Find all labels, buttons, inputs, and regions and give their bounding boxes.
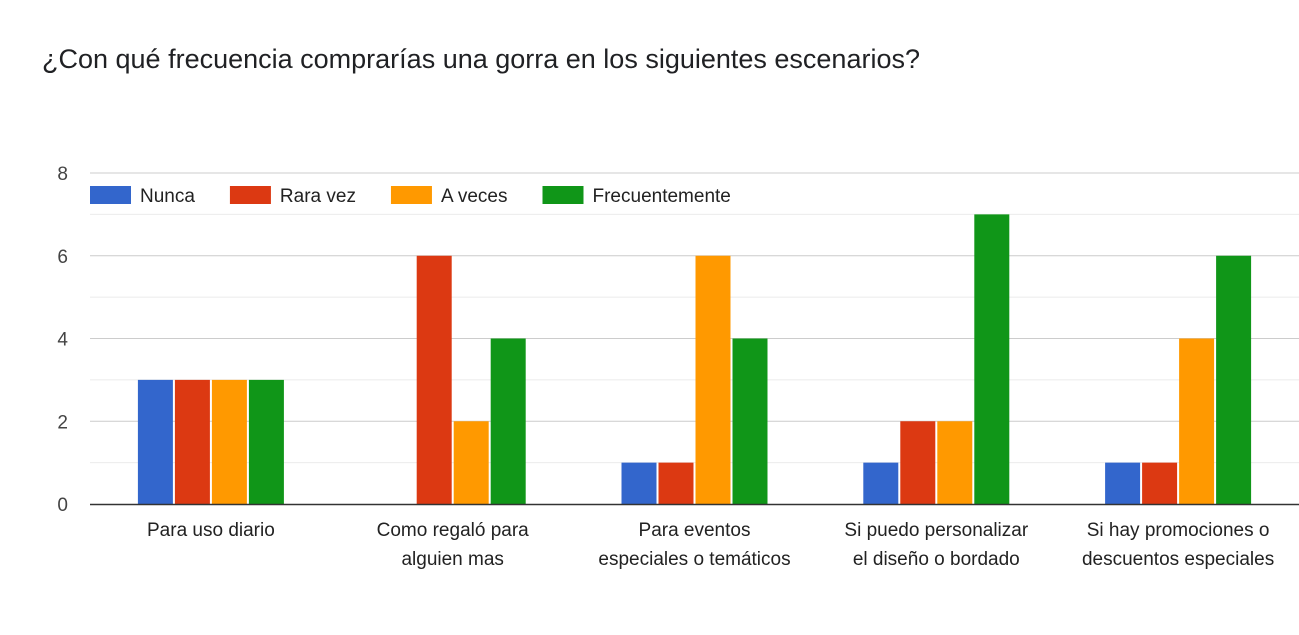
legend-swatch: [90, 186, 131, 204]
bar-a-veces: [1179, 338, 1215, 504]
bar-frecuentemente: [490, 338, 526, 504]
bar-a-veces: [937, 421, 973, 504]
gridlines: [90, 172, 1299, 464]
chart-title: ¿Con qué frecuencia comprarías una gorra…: [42, 44, 920, 74]
legend-label: A veces: [441, 186, 508, 207]
bar-rara-vez: [900, 421, 936, 504]
bar-frecuentemente: [974, 214, 1010, 504]
x-tick-label: Si puedo personalizar: [844, 520, 1028, 541]
y-tick-label: 2: [57, 412, 68, 433]
bar-nunca: [863, 462, 899, 504]
x-tick-label: el diseño o bordado: [853, 549, 1020, 570]
x-axis-labels: Para uso diario Como regaló para alguien m…: [147, 520, 1274, 570]
bar-rara-vez: [416, 255, 452, 504]
bar-nunca: [1105, 462, 1141, 504]
bar-frecuentemente: [1216, 255, 1252, 504]
bar-nunca: [137, 379, 173, 504]
y-tick-label: 0: [57, 495, 68, 516]
legend-label: Frecuentemente: [593, 186, 731, 207]
y-axis-ticks: 0 2 4 6 8: [57, 164, 68, 516]
legend-swatch: [229, 186, 271, 204]
legend: Nunca Rara vez A veces Frecuentemente: [90, 186, 731, 207]
legend-swatch: [542, 186, 584, 204]
bar-a-veces: [211, 379, 247, 504]
bar-frecuentemente: [732, 338, 768, 504]
bar-rara-vez: [174, 379, 210, 504]
x-tick-label: descuentos especiales: [1082, 549, 1274, 570]
bar-a-veces: [453, 421, 489, 504]
legend-label: Rara vez: [280, 186, 356, 207]
x-tick-label: Para uso diario: [147, 520, 275, 541]
bar-a-veces: [695, 255, 731, 504]
x-tick-label: alguien mas: [401, 549, 503, 570]
x-tick-label: Si hay promociones o: [1087, 520, 1270, 541]
x-tick-label: Para eventos: [639, 520, 751, 541]
bar-frecuentemente: [248, 379, 284, 504]
y-tick-label: 4: [57, 330, 68, 351]
legend-label: Nunca: [140, 186, 195, 207]
y-tick-label: 8: [57, 164, 68, 185]
x-tick-label: Como regaló para: [377, 520, 530, 541]
y-tick-label: 6: [57, 247, 68, 268]
x-tick-label: especiales o temáticos: [598, 549, 790, 570]
legend-swatch: [390, 186, 432, 204]
bars: [137, 214, 1252, 504]
bar-rara-vez: [658, 462, 694, 504]
bar-nunca: [621, 462, 657, 504]
bar-rara-vez: [1142, 462, 1178, 504]
